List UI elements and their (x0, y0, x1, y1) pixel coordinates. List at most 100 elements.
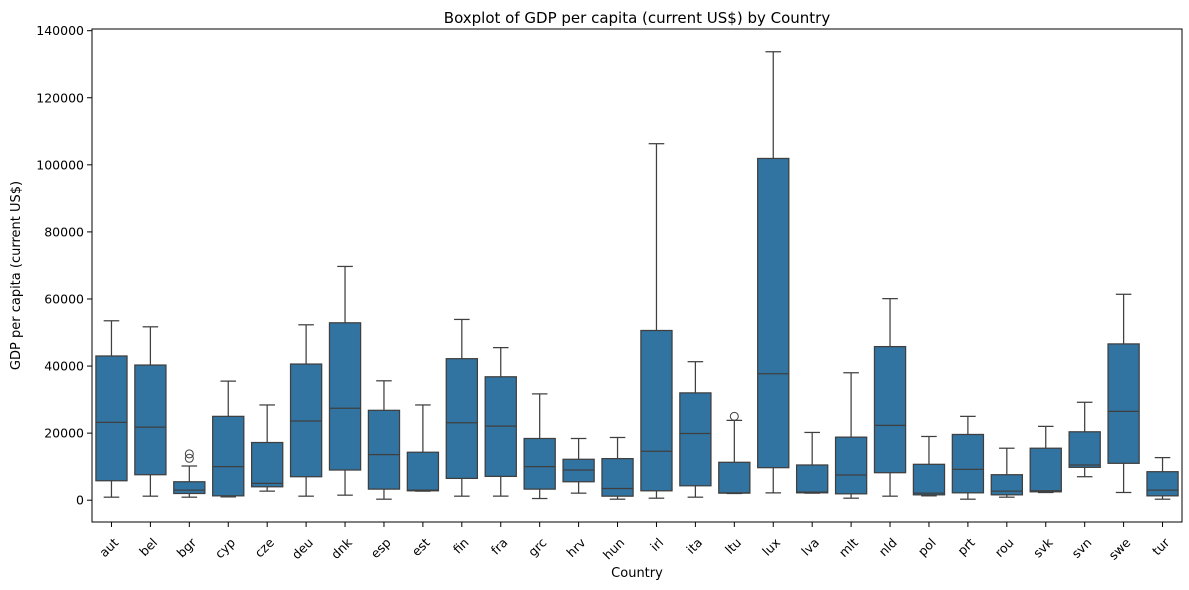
x-tick-label: fra (488, 535, 511, 558)
x-tick-label: bgr (174, 534, 200, 560)
box (289, 363, 323, 478)
box (134, 364, 167, 476)
x-tick-label: prt (954, 535, 977, 558)
x-tick-label: lux (759, 535, 783, 559)
box-group-ita (679, 361, 712, 498)
box (95, 355, 128, 482)
outlier-point (184, 453, 194, 463)
box (1146, 471, 1179, 497)
x-tick-label: tur (1149, 534, 1173, 558)
box (212, 415, 245, 497)
x-tick-label: hun (600, 535, 627, 562)
y-axis-title: GDP per capita (current US$) (9, 181, 24, 370)
x-tick-label: swe (1106, 535, 1134, 563)
box (601, 457, 634, 497)
box (873, 345, 907, 474)
box (640, 329, 673, 492)
box-group-rou (990, 447, 1024, 498)
box-group-est (406, 404, 440, 492)
box (795, 464, 829, 494)
x-tick-label: svn (1068, 535, 1094, 561)
box-group-fin (445, 318, 479, 497)
box-group-lva (795, 431, 829, 494)
y-tick-label: 0 (76, 493, 84, 508)
x-axis-title: Country (611, 566, 663, 581)
box-group-swe (1107, 293, 1140, 494)
x-tick-label: lva (798, 535, 822, 559)
plot-frame (91, 28, 1183, 523)
x-tick-label: irl (647, 535, 666, 554)
x-tick-label: rou (992, 535, 1017, 560)
box-group-cze (250, 404, 284, 492)
y-tick-label: 140000 (36, 23, 84, 38)
x-tick-label: esp (368, 535, 394, 561)
box-group-mlt (834, 372, 868, 499)
box (912, 463, 946, 496)
x-tick-label: deu (289, 535, 316, 562)
x-tick-label: ita (683, 535, 705, 557)
x-tick-label: pol (915, 535, 939, 559)
box-group-esp (367, 380, 401, 500)
box-group-hun (601, 436, 634, 500)
box (834, 436, 868, 495)
box (951, 433, 985, 494)
box (1068, 431, 1101, 468)
box-group-deu (289, 324, 323, 497)
y-tick-label: 60000 (44, 291, 84, 306)
box-group-hrv (562, 437, 595, 494)
box-group-prt (951, 415, 985, 500)
box-group-pol (912, 435, 946, 497)
y-tick-label: 40000 (44, 359, 84, 374)
box-group-grc (523, 393, 556, 500)
chart-title: Boxplot of GDP per capita (current US$) … (444, 9, 831, 27)
x-tick-label: fin (450, 535, 472, 557)
box (990, 474, 1024, 496)
box (250, 441, 284, 488)
box-group-dnk (328, 265, 362, 496)
box (173, 481, 206, 495)
box-group-svk (1029, 425, 1062, 494)
box-group-fra (484, 346, 517, 497)
box-group-lux (757, 51, 790, 494)
x-tick-label: grc (525, 535, 550, 560)
box (367, 409, 401, 490)
box-group-nld (873, 298, 907, 497)
box-group-ltu (718, 411, 751, 495)
y-tick-label: 100000 (36, 157, 84, 172)
box-group-cyp (212, 380, 245, 498)
box-group-svn (1068, 401, 1101, 478)
x-tick-label: ltu (722, 535, 744, 557)
box (757, 157, 790, 469)
y-tick-label: 120000 (36, 90, 84, 105)
x-tick-label: hrv (563, 534, 588, 559)
box (679, 392, 712, 487)
plot-area (95, 51, 1179, 500)
outlier-point (184, 449, 194, 459)
box (445, 358, 479, 480)
x-axis: aut bel bgr cyp cze deu dnk esp est fin fra grc hrv h… (96, 522, 1173, 563)
x-tick-label: cze (251, 535, 277, 561)
box-group-irl (640, 143, 673, 499)
box (406, 451, 440, 492)
box-group-bgr (173, 449, 206, 498)
y-axis: 0 20000 40000 60000 80000 100000 120000 140000 (36, 23, 92, 508)
box (718, 461, 751, 494)
box-group-aut (95, 320, 128, 498)
x-tick-label: dnk (328, 534, 355, 561)
x-tick-label: aut (96, 535, 121, 560)
x-tick-label: bel (136, 535, 160, 559)
x-tick-label: mlt (836, 535, 861, 560)
x-tick-label: est (409, 535, 433, 559)
box (1029, 447, 1062, 493)
box-group-bel (134, 326, 167, 497)
box (328, 322, 362, 471)
y-tick-label: 80000 (44, 224, 84, 239)
box (523, 437, 556, 490)
outlier-point (729, 411, 739, 421)
x-tick-label: cyp (212, 535, 238, 561)
box (1107, 343, 1140, 464)
y-tick-label: 20000 (44, 426, 84, 441)
x-tick-label: nld (876, 535, 900, 559)
box-group-tur (1146, 456, 1179, 500)
